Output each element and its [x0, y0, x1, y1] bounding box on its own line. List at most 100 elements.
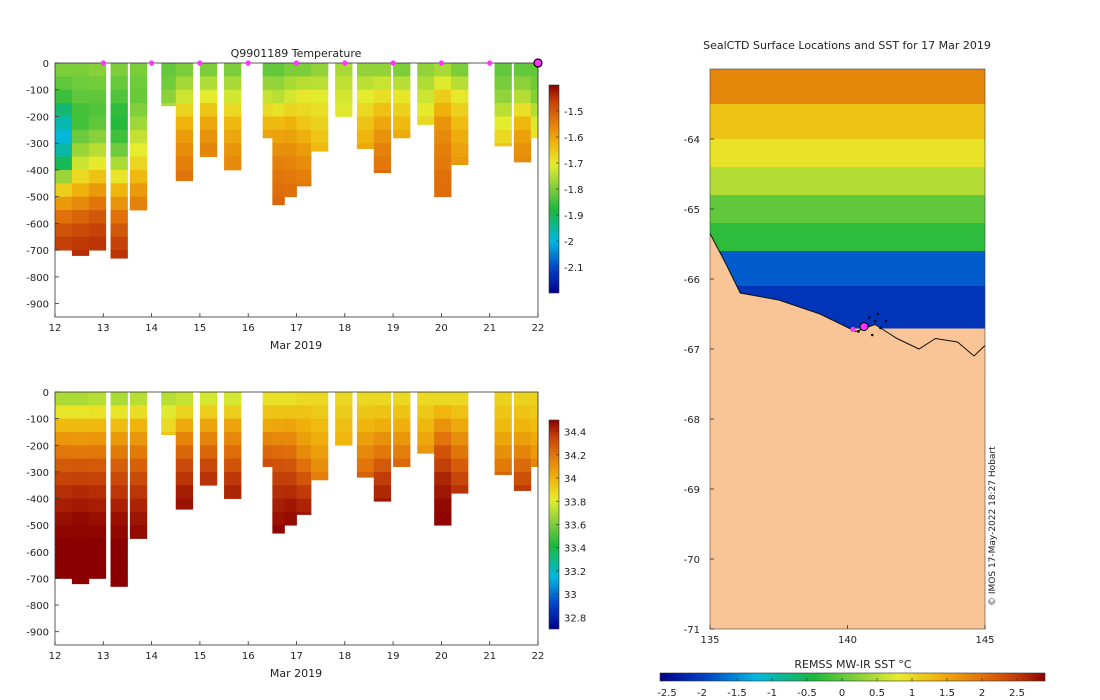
section-cell: [129, 485, 148, 499]
section-cell: [161, 431, 177, 436]
section-cell: [530, 431, 539, 446]
section-cell: [224, 405, 242, 420]
section-cell: [284, 445, 297, 459]
section-cell: [88, 405, 107, 420]
y-tick-label: -100: [26, 86, 49, 97]
section-cell: [356, 392, 375, 406]
section-cell: [393, 103, 411, 117]
x-tick-label: 22: [532, 323, 545, 334]
section-cell: [434, 89, 452, 104]
section-cell: [272, 143, 285, 157]
section-cell: [284, 405, 297, 420]
imos-credit: © IMOS 17-May-2022 18:27 Hobart: [988, 446, 998, 606]
section-cell: [434, 76, 452, 91]
section-cell: [199, 445, 218, 459]
colorbar-tick-label: 34.2: [564, 451, 586, 462]
section-cell: [129, 169, 148, 184]
section-cell: [284, 143, 297, 157]
section-cell: [175, 405, 194, 420]
section-cell: [284, 392, 297, 406]
section-cell: [55, 471, 73, 486]
section-cell: [451, 431, 469, 446]
section-cell: [310, 143, 329, 152]
section-cell: [296, 183, 312, 187]
temperature-axes: 12 13 14 15 16 17 18 19 20 21 22 0 -100 -200 -300 -400 -…: [26, 59, 544, 334]
section-cell: [129, 196, 148, 211]
sst-colorbar-tick-label: -2: [697, 688, 707, 699]
section-cell: [110, 392, 128, 406]
section-cell: [55, 405, 73, 420]
section-cell: [88, 471, 107, 486]
section-cell: [494, 405, 512, 420]
section-cell: [310, 103, 329, 117]
section-cell: [393, 63, 411, 77]
section-cell: [224, 431, 242, 446]
section-cell: [88, 103, 107, 117]
section-cell: [434, 129, 452, 144]
section-cell: [373, 169, 392, 174]
section-cell: [161, 392, 177, 406]
section-cell: [310, 116, 329, 131]
section-cell: [71, 223, 90, 238]
x-tick-label: 14: [145, 651, 158, 662]
section-cell: [296, 143, 312, 157]
section-cell: [175, 116, 194, 131]
section-cell: [88, 525, 107, 539]
section-cell: [55, 236, 73, 251]
section-cell: [71, 485, 90, 499]
section-cell: [272, 129, 285, 144]
section-cell: [373, 129, 392, 144]
section-cell: [451, 143, 469, 157]
section-cell: [199, 405, 218, 420]
section-cell: [88, 116, 107, 131]
section-cell: [262, 458, 273, 467]
section-cell: [55, 565, 73, 579]
section-cell: [224, 89, 242, 104]
section-cell: [284, 183, 297, 198]
x-tick-label: 22: [532, 651, 545, 662]
map-x-tick-label: 135: [700, 635, 719, 646]
section-cell: [175, 458, 194, 473]
section-cell: [284, 471, 297, 486]
section-cell: [161, 63, 177, 77]
section-cell: [55, 392, 73, 406]
section-cell: [110, 143, 128, 157]
section-cell: [199, 418, 218, 433]
y-tick-label: -400: [26, 495, 49, 506]
section-cell: [373, 392, 392, 406]
section-cell: [310, 129, 329, 144]
section-cell: [296, 116, 312, 131]
section-cell: [310, 431, 329, 446]
section-cell: [451, 63, 469, 77]
section-cell: [393, 405, 411, 420]
sst-band: [710, 69, 985, 105]
section-cell: [296, 511, 312, 515]
section-cell: [224, 156, 242, 171]
section-cell: [513, 116, 532, 131]
section-cell: [199, 129, 218, 144]
colorbar-tick-label: -1.9: [564, 211, 584, 222]
section-cell: [88, 445, 107, 459]
section-cell: [262, 116, 273, 131]
section-cell: [513, 445, 532, 459]
y-tick-label: -800: [26, 601, 49, 612]
section-cell: [434, 498, 452, 513]
section-cell: [55, 129, 73, 144]
section-cell: [71, 143, 90, 157]
section-cell: [129, 525, 148, 539]
section-cell: [88, 76, 107, 91]
x-tick-label: 12: [49, 323, 62, 334]
section-cell: [451, 445, 469, 459]
section-cell: [494, 445, 512, 459]
section-cell: [175, 143, 194, 157]
section-cell: [262, 405, 273, 420]
section-cell: [55, 418, 73, 433]
section-cell: [224, 471, 242, 486]
colorbar-tick-label: 33.2: [564, 567, 586, 578]
section-cell: [417, 76, 435, 91]
sst-colorbar-label: REMSS MW-IR SST °C: [794, 658, 912, 671]
section-cell: [335, 103, 353, 117]
section-cell: [434, 485, 452, 499]
section-cell: [71, 538, 90, 553]
section-cell: [356, 89, 375, 104]
